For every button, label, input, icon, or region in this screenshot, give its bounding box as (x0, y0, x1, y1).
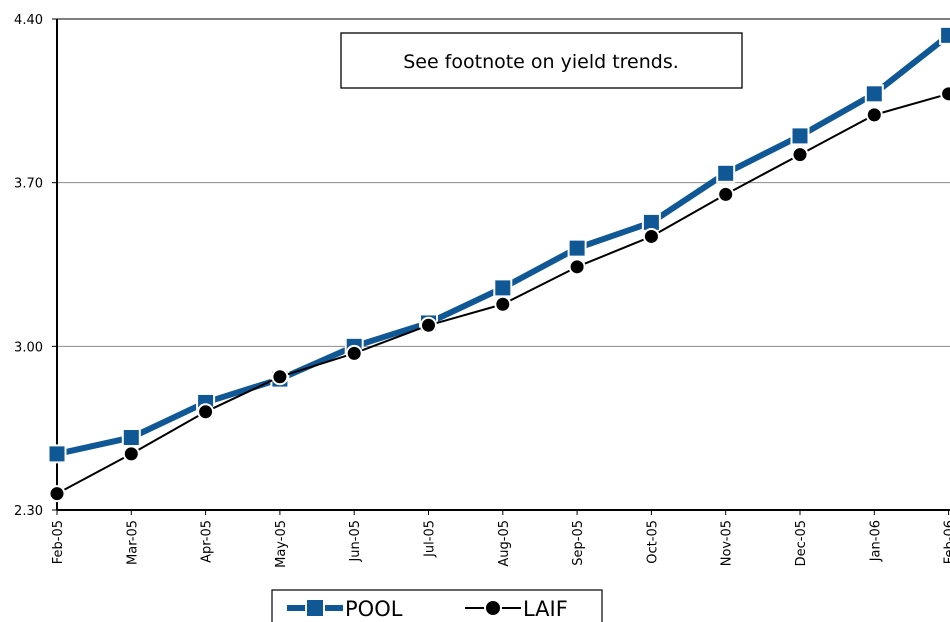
series-layer (47, 25, 950, 503)
data-point (865, 106, 883, 124)
legend-marker (305, 598, 325, 618)
y-axis-ticks: 2.30 3.00 3.70 4.40 (14, 13, 57, 519)
legend-label: LAIF (523, 597, 568, 621)
data-point (121, 428, 141, 448)
legend-marker (484, 599, 502, 617)
x-tick-label: Jun-05 (348, 520, 363, 563)
series-laif (48, 85, 950, 503)
data-point (345, 344, 363, 362)
x-tick-label: Jan-06 (868, 520, 883, 562)
legend-item-laif: LAIF (465, 597, 568, 621)
data-point (493, 278, 513, 298)
data-point (790, 126, 810, 146)
data-point (197, 403, 215, 421)
data-point (791, 146, 809, 164)
data-point (642, 227, 660, 245)
x-tick-label: Sep-05 (571, 520, 586, 566)
data-point (864, 84, 884, 104)
y-tick-label: 3.70 (14, 177, 43, 192)
annotation-text: See footnote on yield trends. (403, 51, 679, 73)
x-axis-ticks: Feb-05 Mar-05 Apr-05 May-05 Jun-05 Jul-05 Aug-… (51, 510, 950, 568)
data-point (716, 163, 736, 183)
series-line (56, 33, 950, 457)
data-point (47, 444, 67, 464)
x-tick-label: Feb-06 (943, 520, 950, 564)
data-point (567, 238, 587, 258)
legend-label: POOL (345, 597, 403, 621)
y-tick-label: 4.40 (14, 13, 43, 28)
data-point (568, 258, 586, 276)
gridlines (57, 182, 950, 347)
series-pool (47, 25, 950, 464)
data-point (939, 25, 950, 45)
data-point (122, 445, 140, 463)
annotation-box: See footnote on yield trends. (340, 32, 743, 89)
x-tick-label: Nov-05 (720, 520, 735, 566)
data-point (494, 295, 512, 313)
x-tick-label: Oct-05 (645, 520, 660, 564)
x-tick-label: Mar-05 (125, 520, 140, 565)
legend-item-pool: POOL (287, 597, 403, 621)
data-point (717, 185, 735, 203)
legend: POOL LAIF (271, 589, 603, 622)
y-tick-label: 2.30 (14, 504, 43, 519)
x-tick-label: Aug-05 (497, 520, 512, 567)
x-tick-label: Feb-05 (51, 520, 66, 564)
y-tick-label: 3.00 (14, 340, 43, 355)
x-tick-label: Dec-05 (794, 520, 809, 566)
x-tick-label: May-05 (274, 520, 289, 568)
x-tick-label: Apr-05 (200, 520, 215, 563)
data-point (48, 485, 66, 503)
x-tick-label: Jul-05 (423, 520, 438, 558)
axes (56, 18, 950, 511)
data-point (420, 316, 437, 334)
data-point (940, 85, 950, 103)
data-point (271, 368, 289, 386)
